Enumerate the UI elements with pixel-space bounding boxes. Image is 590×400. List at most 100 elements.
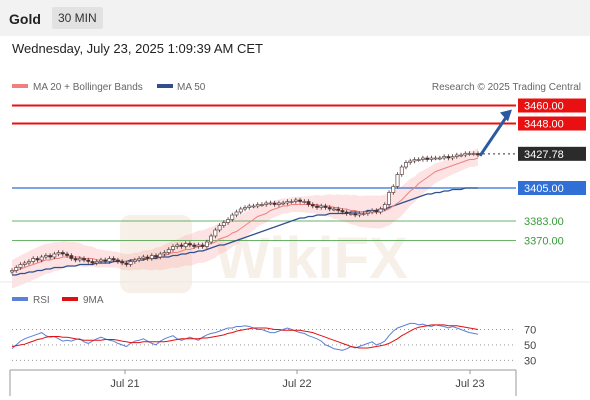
candle-body bbox=[204, 241, 209, 247]
candle-body bbox=[238, 208, 243, 213]
candle-body bbox=[437, 157, 442, 160]
rsi-tick-30: 30 bbox=[524, 355, 536, 367]
candle-body bbox=[382, 204, 387, 210]
candle-body bbox=[217, 225, 222, 231]
candle-body bbox=[209, 235, 214, 243]
candle-body bbox=[349, 213, 353, 215]
candle-body bbox=[289, 201, 294, 203]
bollinger-band bbox=[12, 148, 478, 289]
x-tick-label-Jul-23: Jul 23 bbox=[455, 378, 484, 390]
candle-body bbox=[353, 213, 358, 216]
candle-body bbox=[285, 201, 290, 204]
level-badge-3427.78 bbox=[518, 146, 586, 161]
candle-body bbox=[226, 219, 230, 223]
chart-datetime: Wednesday, July 23, 2025 1:09:39 AM CET bbox=[12, 41, 263, 56]
level-badge-3448.00 bbox=[518, 116, 586, 131]
candle-body bbox=[124, 262, 129, 265]
candle-body bbox=[230, 214, 235, 220]
candle-body bbox=[175, 244, 180, 247]
candle-body bbox=[450, 156, 455, 159]
candle-body bbox=[213, 229, 218, 237]
projection-arrowhead bbox=[500, 109, 512, 122]
projection-arrow bbox=[478, 113, 510, 157]
candle-body bbox=[361, 213, 366, 215]
ma20-line bbox=[11, 157, 479, 273]
candle-body bbox=[99, 259, 103, 262]
candle-body bbox=[454, 154, 459, 157]
candle-body bbox=[370, 210, 374, 213]
candle-body bbox=[412, 159, 417, 162]
candle-body bbox=[10, 270, 14, 273]
candle-body bbox=[378, 208, 383, 213]
candle-body bbox=[166, 249, 171, 253]
candle-body bbox=[183, 243, 188, 247]
candle-body bbox=[90, 261, 95, 264]
candle-body bbox=[116, 259, 120, 262]
candle-body bbox=[234, 211, 239, 216]
candle-body bbox=[315, 205, 319, 208]
candle-body bbox=[459, 154, 463, 157]
x-tick-label-Jul-21: Jul 21 bbox=[110, 378, 139, 390]
candle-body bbox=[272, 202, 277, 205]
timeframe-badge[interactable]: 30 MIN bbox=[52, 7, 103, 29]
candle-body bbox=[111, 258, 116, 261]
candle-body bbox=[395, 174, 400, 187]
candle-body bbox=[14, 267, 19, 271]
candle-body bbox=[162, 252, 167, 255]
candle-body bbox=[94, 261, 99, 264]
candle-body bbox=[192, 244, 197, 247]
candle-body bbox=[39, 256, 44, 261]
candle-body bbox=[442, 156, 447, 159]
level-label-3383.00: 3383.00 bbox=[524, 216, 564, 228]
candle-body bbox=[43, 255, 48, 258]
candle-body bbox=[332, 208, 336, 211]
candle-body bbox=[298, 199, 302, 202]
ma50-legend-swatch bbox=[157, 84, 173, 88]
candle-body bbox=[293, 199, 298, 202]
rsi-tick-50: 50 bbox=[524, 340, 536, 352]
candle-body bbox=[52, 253, 57, 258]
candle-body bbox=[247, 205, 252, 208]
candle-body bbox=[310, 204, 315, 207]
candle-body bbox=[188, 243, 192, 246]
candle-body bbox=[251, 205, 256, 208]
ma50-legend-label: MA 50 bbox=[177, 82, 206, 93]
candle-body bbox=[65, 253, 69, 256]
candle-body bbox=[416, 159, 421, 161]
candle-body bbox=[467, 153, 472, 155]
candle-body bbox=[306, 201, 311, 205]
candle-body bbox=[399, 166, 404, 175]
candle-body bbox=[196, 244, 201, 247]
candle-body bbox=[365, 211, 370, 214]
candle-body bbox=[421, 157, 425, 160]
x-tick-label-Jul-22: Jul 22 bbox=[282, 378, 311, 390]
rsi-line bbox=[11, 322, 479, 351]
candle-body bbox=[145, 256, 150, 259]
candle-body bbox=[69, 255, 74, 259]
candle-body bbox=[404, 162, 408, 168]
candle-body bbox=[319, 205, 324, 208]
candle-body bbox=[179, 244, 184, 247]
candle-body bbox=[31, 258, 36, 262]
rsi-tick-70: 70 bbox=[524, 325, 536, 337]
candle-body bbox=[268, 202, 273, 205]
candle-body bbox=[327, 207, 332, 210]
level-label-3405.00: 3405.00 bbox=[524, 183, 564, 195]
candle-body bbox=[149, 255, 154, 259]
rsi-legend-swatch bbox=[12, 297, 28, 301]
candle-body bbox=[137, 258, 141, 261]
candle-body bbox=[374, 210, 379, 213]
symbol-title: Gold bbox=[9, 11, 41, 27]
candle-body bbox=[77, 258, 82, 261]
candle-body bbox=[171, 246, 175, 250]
candle-body bbox=[27, 261, 31, 264]
candle-body bbox=[200, 244, 205, 247]
candle-body bbox=[22, 262, 27, 265]
level-badge-3405.00 bbox=[518, 181, 586, 195]
level-label-3460.00: 3460.00 bbox=[524, 101, 564, 113]
level-label-3448.00: 3448.00 bbox=[524, 119, 564, 131]
candle-body bbox=[281, 202, 286, 205]
candle-body bbox=[264, 202, 269, 205]
candle-body bbox=[82, 258, 86, 261]
candle-body bbox=[132, 259, 137, 262]
